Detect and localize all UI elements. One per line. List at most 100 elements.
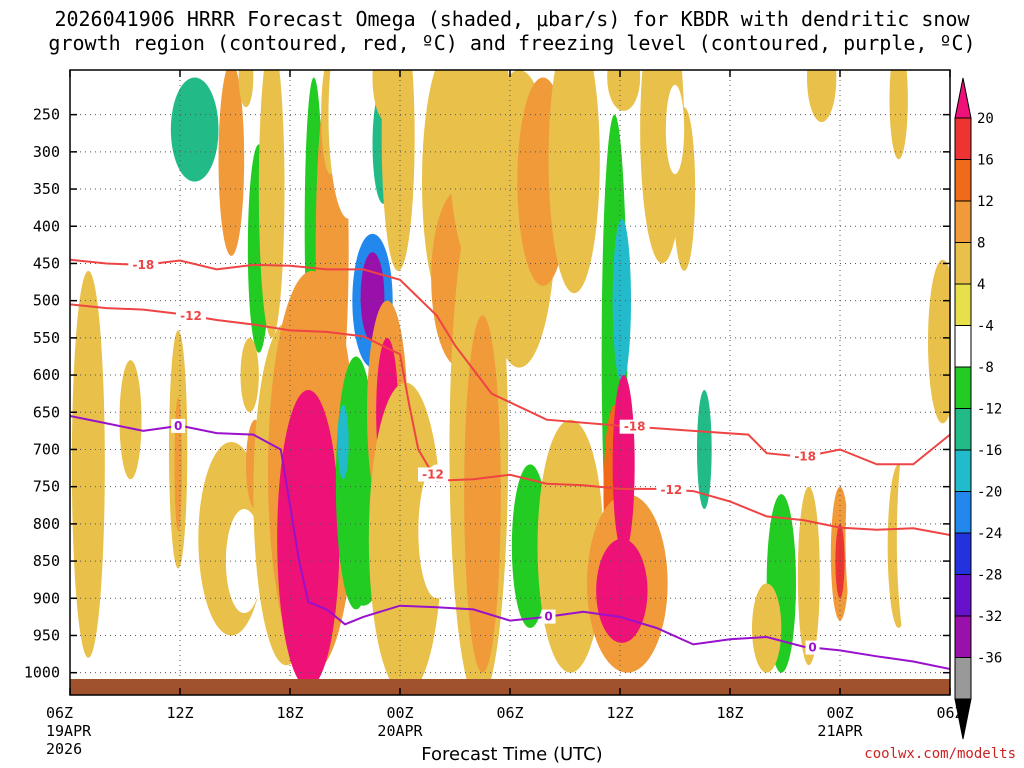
omega-cell [218, 70, 245, 256]
y-tick-label: 1000 [24, 664, 60, 682]
contour-label-bg [171, 418, 186, 433]
colorbar-label: -32 [977, 609, 1002, 625]
colorbar-top-arrow [954, 77, 972, 119]
y-tick-label: 600 [33, 366, 60, 384]
y-tick-label: 250 [33, 106, 60, 124]
y-tick-label: 500 [33, 292, 60, 310]
colorbar-label: 12 [977, 194, 994, 210]
x-date-label: 21APR [817, 722, 863, 740]
y-tick-label: 750 [33, 478, 60, 496]
colorbar-label: -20 [977, 485, 1002, 501]
x-tick-label: 06Z [46, 704, 73, 722]
contour-label: 0 [174, 419, 182, 433]
omega-cell [170, 77, 219, 182]
contour-label-bg [790, 449, 821, 464]
omega-cell [71, 270, 105, 658]
omega-cell [418, 464, 455, 599]
x-tick-label: 00Z [826, 704, 853, 722]
omega-cell [238, 70, 254, 108]
omega-cell [752, 583, 782, 673]
omega-cell [697, 389, 712, 509]
omega-cell [596, 538, 648, 643]
colorbar-swatch [954, 532, 972, 575]
omega-cell [889, 70, 908, 160]
contour-label: -18 [794, 450, 816, 464]
omega-cell [225, 508, 263, 614]
colorbar-swatch [954, 117, 972, 160]
omega-cell [940, 180, 950, 258]
contour-label-bg [656, 482, 687, 497]
colorbar-label: -12 [977, 402, 1002, 418]
y-tick-label: 800 [33, 515, 60, 533]
contour-label: -18 [132, 258, 154, 272]
omega-cell [807, 70, 837, 123]
omega-cell [537, 419, 604, 673]
x-axis-label: Forecast Time (UTC) [421, 744, 603, 765]
omega-cell [612, 375, 635, 554]
omega-cell [119, 360, 142, 480]
colorbar-label: -24 [977, 526, 1002, 542]
omega-cell [381, 70, 415, 271]
colorbar-label: 8 [977, 236, 985, 252]
colorbar-swatch [954, 574, 972, 617]
omega-cell [845, 442, 872, 636]
colorbar-swatch [954, 449, 972, 492]
contour-label-bg [418, 467, 448, 482]
chart-title-line1: 2026041906 HRRR Forecast Omega (shaded, … [54, 7, 970, 31]
omega-cell [101, 70, 131, 115]
colorbar-swatch [954, 408, 972, 451]
contour-label-bg [176, 308, 206, 323]
colorbar-swatch [954, 200, 972, 243]
colorbar-label: -36 [977, 651, 1002, 667]
contour-label: 0 [544, 610, 552, 624]
x-tick-label: 18Z [716, 704, 743, 722]
colorbar-label: -4 [977, 319, 994, 335]
colorbar-swatch [954, 242, 972, 285]
y-tick-label: 650 [33, 403, 60, 421]
contour-label: 0 [808, 641, 816, 655]
colorbar-swatch [954, 159, 972, 202]
contour-label: -12 [660, 483, 682, 497]
x-tick-label: 06Z [496, 704, 523, 722]
omega-cell [240, 337, 259, 413]
x-date-label: 19APR [46, 722, 92, 740]
contour-label: -12 [422, 467, 444, 481]
grid-lines [69, 70, 951, 695]
y-tick-label: 350 [33, 180, 60, 198]
y-tick-label: 400 [33, 217, 60, 235]
x-year-label: 2026 [46, 740, 82, 758]
contour-label-bg [128, 257, 159, 272]
colorbar-label: 20 [977, 111, 994, 127]
dgz-contour-line [70, 303, 950, 536]
contour-lines: -18 -18 -18 -12 -12 -12 0 0 0 [70, 257, 950, 670]
omega-cell [464, 315, 501, 673]
y-tick-label: 900 [33, 589, 60, 607]
credit-text: coolwx.com/modelts [864, 746, 1016, 762]
colorbar: 20 16 12 8 4 -4 -8 -12 -16 -20 -24 -28 -32 -36 [954, 77, 1002, 740]
colorbar-swatch [954, 657, 972, 700]
contour-label-bg [805, 640, 820, 655]
contour-label: -18 [624, 420, 646, 434]
colorbar-label: -16 [977, 443, 1002, 459]
freezing-level-line [70, 415, 950, 670]
y-tick-label: 700 [33, 440, 60, 458]
x-tick-label: 00Z [386, 704, 413, 722]
colorbar-swatch [954, 615, 972, 658]
omega-cell [174, 397, 182, 532]
chart-title-line2: growth region (contoured, red, ºC) and f… [48, 31, 976, 55]
omega-cell [665, 84, 685, 175]
omega-cell [258, 70, 285, 338]
colorbar-label: -8 [977, 360, 994, 376]
omega-cell [715, 479, 753, 673]
omega-cell [328, 70, 369, 219]
colorbar-swatch [954, 325, 972, 368]
x-tick-label: 18Z [276, 704, 303, 722]
y-tick-label: 450 [33, 254, 60, 272]
omega-cell [548, 70, 600, 294]
omega-cell [896, 397, 941, 681]
colorbar-swatch [954, 283, 972, 326]
colorbar-label: 4 [977, 277, 985, 293]
x-tick-label: 12Z [606, 704, 633, 722]
